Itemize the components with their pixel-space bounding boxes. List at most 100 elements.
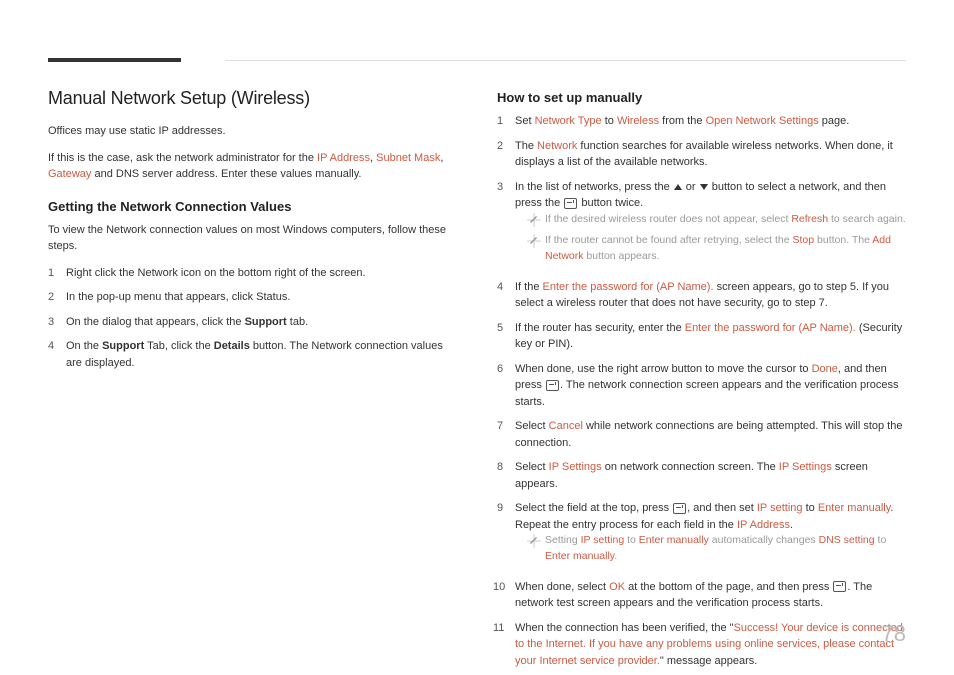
term-ok: OK xyxy=(609,581,625,593)
text: and DNS server address. Enter these valu… xyxy=(91,168,361,180)
term-enter-manually: Enter manually xyxy=(818,502,891,514)
text: to xyxy=(875,534,887,546)
page-number: 78 xyxy=(882,621,906,647)
getting-values-intro: To view the Network connection values on… xyxy=(48,222,457,255)
header-bar xyxy=(48,58,181,62)
down-arrow-icon xyxy=(700,184,708,190)
text: automatically changes xyxy=(709,534,819,546)
term-ip-settings: IP Settings xyxy=(779,461,832,473)
text: to search again. xyxy=(828,213,906,225)
note-stop: If the router cannot be found after retr… xyxy=(515,233,906,271)
enter-button-icon xyxy=(833,581,846,592)
text: If the router has security, enter the xyxy=(515,322,685,334)
text: Select the field at the top, press xyxy=(515,502,672,514)
text: On the xyxy=(66,340,102,352)
text: or xyxy=(683,181,699,193)
left-step-4: On the Support Tab, click the Details bu… xyxy=(48,338,457,379)
term-subnet-mask: Subnet Mask xyxy=(376,152,440,164)
text: Select xyxy=(515,461,549,473)
term-enter-manually: Enter manually xyxy=(639,534,709,546)
text: If this is the case, ask the network adm… xyxy=(48,152,317,164)
text: If the router cannot be found after retr… xyxy=(545,234,792,246)
term-refresh: Refresh xyxy=(791,213,828,225)
document-page: Manual Network Setup (Wireless) Offices … xyxy=(0,0,954,675)
text: . The network connection screen appears … xyxy=(515,379,899,408)
right-step-10: When done, select OK at the bottom of th… xyxy=(497,579,906,620)
text: page. xyxy=(819,115,850,127)
term-details: Details xyxy=(214,340,250,352)
text: When the connection has been verified, t… xyxy=(515,622,734,634)
text: " message appears. xyxy=(660,655,757,667)
text: to xyxy=(602,115,617,127)
text: When done, select xyxy=(515,581,609,593)
term-open-network-settings: Open Network Settings xyxy=(706,115,819,127)
note-dns: Setting IP setting to Enter manually aut… xyxy=(515,533,906,571)
text: button appears. xyxy=(584,250,660,262)
header-rule xyxy=(225,60,906,61)
term-enter-password: Enter the password for (AP Name). xyxy=(685,322,856,334)
page-title: Manual Network Setup (Wireless) xyxy=(48,88,457,109)
intro-para-2: If this is the case, ask the network adm… xyxy=(48,150,457,183)
subheading-how-to: How to set up manually xyxy=(497,90,906,105)
right-step-3: In the list of networks, press the or bu… xyxy=(497,179,906,279)
term-dns-setting: DNS setting xyxy=(819,534,875,546)
term-enter-manually: Enter manually xyxy=(545,550,614,562)
note-refresh: If the desired wireless router does not … xyxy=(515,212,906,234)
text: If the desired wireless router does not … xyxy=(545,213,791,225)
term-support: Support xyxy=(102,340,144,352)
text: to xyxy=(624,534,639,546)
right-step-11: When the connection has been verified, t… xyxy=(497,620,906,675)
text: Set xyxy=(515,115,535,127)
term-done: Done xyxy=(812,363,838,375)
left-column: Manual Network Setup (Wireless) Offices … xyxy=(48,88,457,675)
enter-button-icon xyxy=(564,198,577,209)
text: Setting xyxy=(545,534,581,546)
text: tab. xyxy=(287,316,308,328)
text: button twice. xyxy=(578,197,643,209)
text: On the dialog that appears, click the xyxy=(66,316,245,328)
text: Tab, click the xyxy=(144,340,214,352)
pencil-icon xyxy=(529,235,538,244)
term-gateway: Gateway xyxy=(48,168,91,180)
up-arrow-icon xyxy=(674,184,682,190)
left-step-1: Right click the Network icon on the bott… xyxy=(48,265,457,290)
term-support: Support xyxy=(245,316,287,328)
left-step-2: In the pop-up menu that appears, click S… xyxy=(48,289,457,314)
term-network-type: Network Type xyxy=(535,115,602,127)
term-ip-setting: IP setting xyxy=(581,534,625,546)
right-step-7: Select Cancel while network connections … xyxy=(497,418,906,459)
term-wireless: Wireless xyxy=(617,115,659,127)
term-network: Network xyxy=(537,140,577,152)
content-columns: Manual Network Setup (Wireless) Offices … xyxy=(48,58,906,675)
term-ip-address: IP Address xyxy=(737,519,790,531)
term-cancel: Cancel xyxy=(549,420,583,432)
right-step-4: If the Enter the password for (AP Name).… xyxy=(497,279,906,320)
text: The xyxy=(515,140,537,152)
right-column: How to set up manually Set Network Type … xyxy=(497,88,906,675)
right-step-2: The Network function searches for availa… xyxy=(497,138,906,179)
enter-button-icon xyxy=(673,503,686,514)
pencil-icon xyxy=(529,535,538,544)
term-ip-setting: IP setting xyxy=(757,502,803,514)
pencil-icon xyxy=(529,214,538,223)
right-step-6: When done, use the right arrow button to… xyxy=(497,361,906,419)
text: , xyxy=(440,152,443,164)
right-steps: Set Network Type to Wireless from the Op… xyxy=(497,113,906,675)
subheading-getting-values: Getting the Network Connection Values xyxy=(48,199,457,214)
term-ip-settings: IP Settings xyxy=(549,461,602,473)
term-enter-password: Enter the password for (AP Name). xyxy=(543,281,714,293)
left-steps: Right click the Network icon on the bott… xyxy=(48,265,457,380)
text: When done, use the right arrow button to… xyxy=(515,363,812,375)
text: . xyxy=(790,519,793,531)
text: , and then set xyxy=(687,502,757,514)
right-step-1: Set Network Type to Wireless from the Op… xyxy=(497,113,906,138)
text: to xyxy=(803,502,818,514)
enter-button-icon xyxy=(546,380,559,391)
text: button. The xyxy=(814,234,872,246)
text: If the xyxy=(515,281,543,293)
text: at the bottom of the page, and then pres… xyxy=(625,581,832,593)
text: from the xyxy=(659,115,705,127)
intro-para-1: Offices may use static IP addresses. xyxy=(48,123,457,140)
text: on network connection screen. The xyxy=(602,461,779,473)
text: . xyxy=(614,550,617,562)
